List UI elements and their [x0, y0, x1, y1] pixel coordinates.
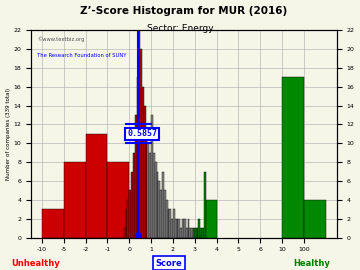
Bar [126, 209, 127, 238]
Bar [140, 49, 142, 238]
Bar [124, 228, 126, 238]
Bar [173, 209, 175, 238]
Bar [162, 172, 164, 238]
Bar [133, 153, 135, 238]
Bar [136, 77, 138, 238]
Bar [191, 228, 193, 238]
Bar [177, 219, 179, 238]
Text: 0.5857: 0.5857 [127, 129, 157, 139]
Bar [42, 209, 64, 238]
Bar [304, 200, 326, 238]
Bar [184, 219, 186, 238]
Bar [195, 228, 197, 238]
Bar [282, 77, 304, 238]
Bar [206, 200, 217, 238]
Bar [153, 153, 155, 238]
Bar [151, 115, 153, 238]
Bar [157, 172, 158, 238]
Bar [127, 200, 129, 238]
Bar [144, 106, 146, 238]
Bar [155, 162, 157, 238]
Bar [166, 200, 167, 238]
Title: Z’-Score Histogram for MUR (2016): Z’-Score Histogram for MUR (2016) [80, 6, 288, 16]
Bar [204, 172, 206, 238]
Bar [146, 134, 148, 238]
Bar [164, 190, 166, 238]
Bar [186, 228, 188, 238]
Bar [179, 219, 180, 238]
Bar [167, 209, 169, 238]
Bar [193, 228, 195, 238]
Bar [135, 115, 136, 238]
Bar [175, 219, 177, 238]
Bar [182, 219, 184, 238]
Bar [189, 228, 191, 238]
Text: Unhealthy: Unhealthy [12, 259, 60, 268]
Bar [131, 172, 133, 238]
Y-axis label: Number of companies (339 total): Number of companies (339 total) [5, 88, 10, 180]
Bar [64, 162, 86, 238]
Bar [180, 228, 182, 238]
Bar [202, 228, 204, 238]
Bar [169, 209, 171, 238]
Bar [171, 219, 173, 238]
Text: Score: Score [156, 259, 183, 268]
Bar [142, 87, 144, 238]
Text: Sector: Energy: Sector: Energy [147, 24, 213, 33]
Bar [86, 134, 108, 238]
Bar [108, 162, 129, 238]
Bar [138, 30, 140, 238]
Bar [188, 219, 189, 238]
Bar [197, 228, 198, 238]
Text: Healthy: Healthy [293, 259, 330, 268]
Bar [129, 190, 131, 238]
Bar [158, 181, 160, 238]
Bar [160, 190, 162, 238]
Bar [149, 153, 151, 238]
Bar [198, 219, 200, 238]
Bar [200, 228, 202, 238]
Text: ©www.textbiz.org: ©www.textbiz.org [37, 36, 85, 42]
Text: The Research Foundation of SUNY: The Research Foundation of SUNY [37, 53, 127, 58]
Bar [148, 143, 149, 238]
